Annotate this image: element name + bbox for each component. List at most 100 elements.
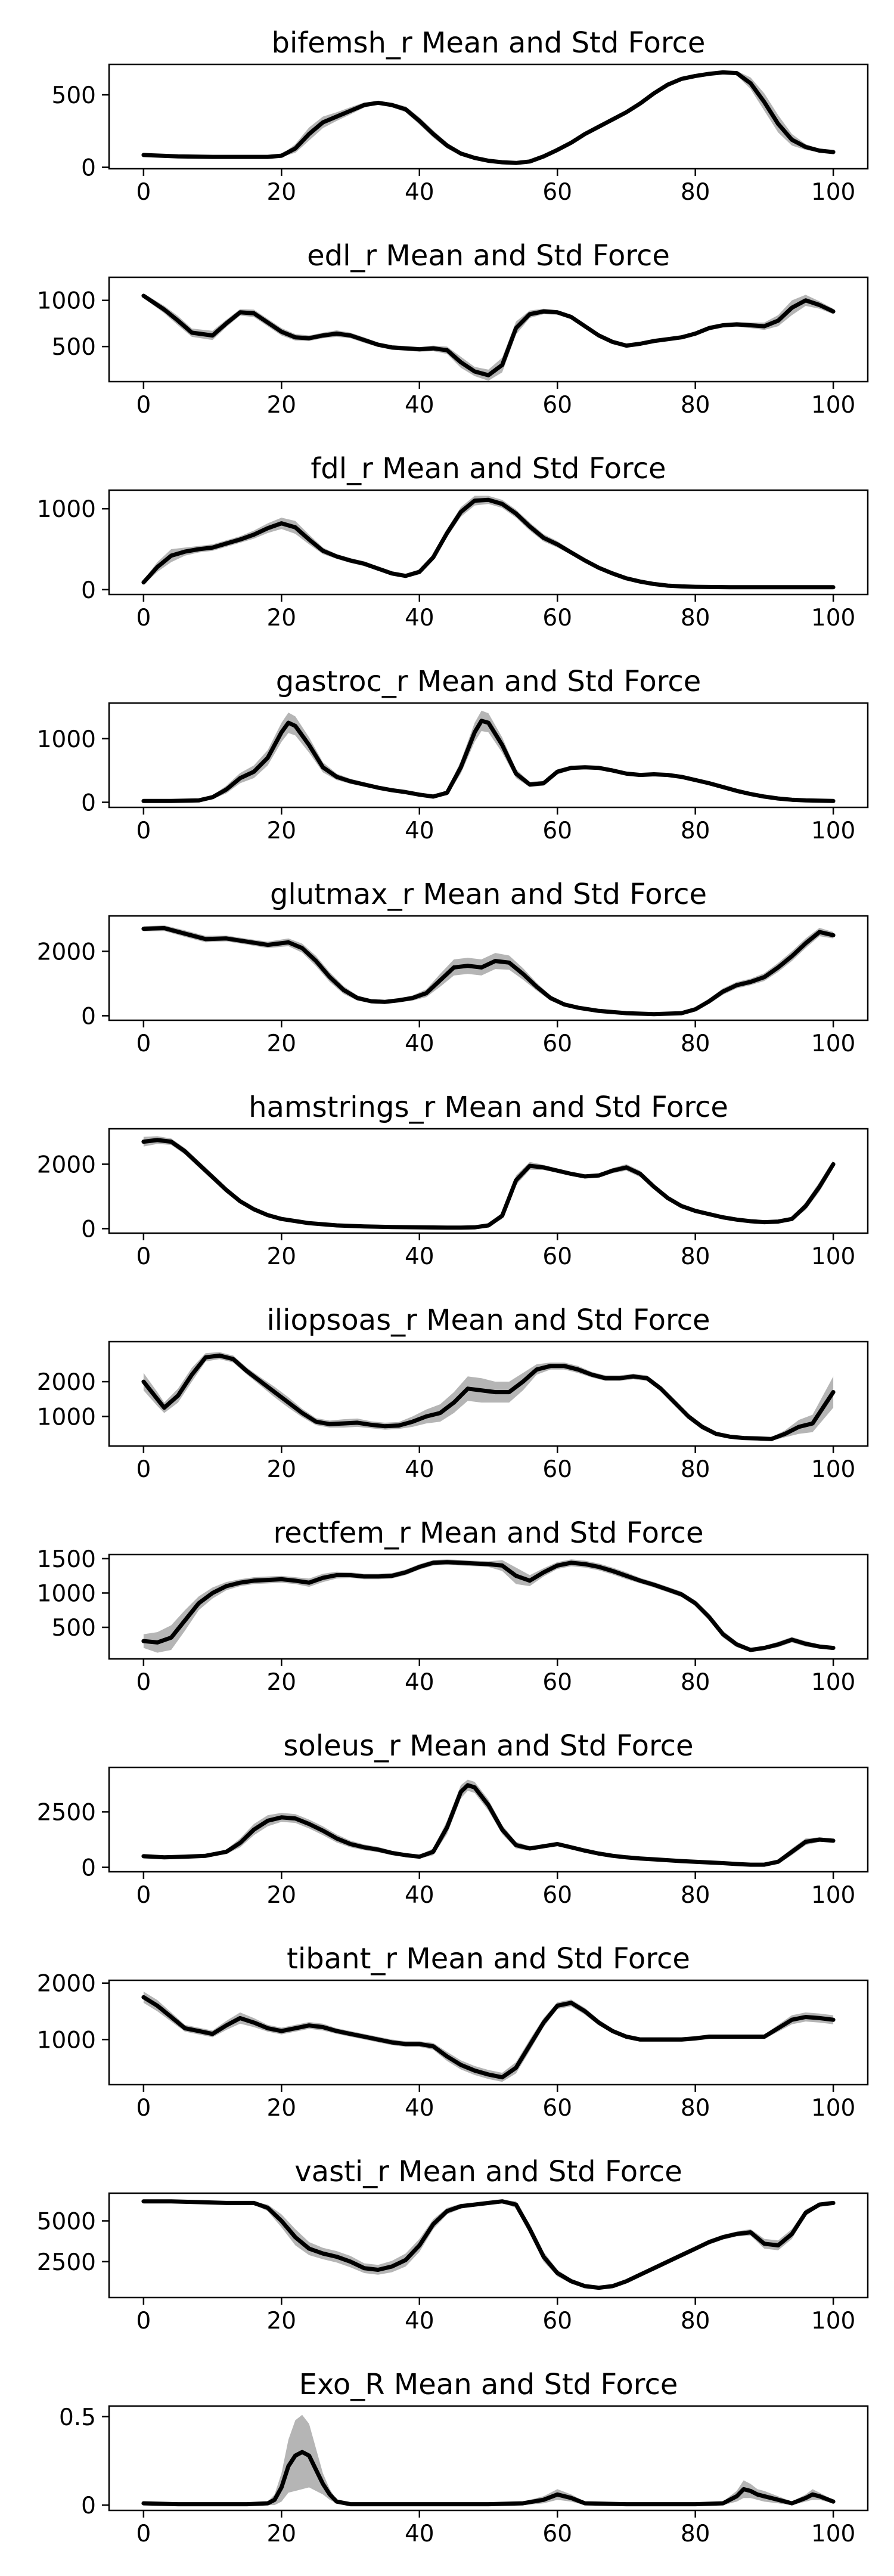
- x-tick-label: 100: [811, 179, 855, 206]
- x-tick-label: 100: [811, 605, 855, 631]
- mean-line: [141, 1783, 836, 1867]
- axes-frame: [108, 915, 869, 1021]
- x-tick-label: 40: [405, 179, 434, 206]
- x-tick-label: 80: [681, 2521, 710, 2547]
- x-tick-label: 40: [405, 1669, 434, 1696]
- x-tick-label: 20: [266, 1243, 296, 1270]
- x-tick-label: 20: [266, 818, 296, 844]
- x-tick-label: 20: [266, 392, 296, 419]
- subplot-title: bifemsh_r Mean and Std Force: [272, 26, 706, 60]
- subplot-2: edl_r Mean and Std Force 0 20 40 60 80 100 500 1…: [37, 239, 869, 419]
- axes-frame: [108, 63, 869, 170]
- x-tick-label: 60: [542, 2095, 572, 2122]
- x-tick-label: 100: [811, 2521, 855, 2547]
- subplot-4: gastroc_r Mean and Std Force 0 20 40 60 80 100…: [37, 665, 869, 844]
- mean-line: [141, 719, 836, 803]
- x-tick-label: 80: [681, 392, 710, 419]
- subplot-title: hamstrings_r Mean and Std Force: [249, 1091, 728, 1124]
- axes-frame: [108, 702, 869, 809]
- subplot-10: tibant_r Mean and Std Force 0 20 40 60 80 100 1…: [37, 1942, 869, 2122]
- y-tick-label: 2500: [37, 2249, 96, 2276]
- subplot-5: glutmax_r Mean and Std Force 0 20 40 60 80 100…: [37, 878, 869, 1057]
- x-tick-label: 40: [405, 818, 434, 844]
- x-tick-label: 0: [136, 2095, 151, 2122]
- mean-line: [141, 1995, 836, 2080]
- y-tick-label: 1000: [37, 496, 96, 523]
- subplot-title: fdl_r Mean and Std Force: [311, 452, 666, 485]
- x-tick-label: 60: [542, 1030, 572, 1057]
- y-tick-label: 1000: [37, 726, 96, 753]
- y-tick-label: 2000: [37, 1151, 96, 1178]
- mean-line: [141, 1138, 836, 1230]
- y-tick-label: 1000: [37, 1404, 96, 1431]
- x-tick-label: 60: [542, 1882, 572, 1909]
- x-tick-label: 40: [405, 1243, 434, 1270]
- x-tick-label: 20: [266, 1030, 296, 1057]
- x-tick-label: 20: [266, 605, 296, 631]
- mean-line: [141, 1560, 836, 1652]
- y-tick-label: 2500: [37, 1799, 96, 1826]
- mean-line: [141, 293, 836, 377]
- x-tick-label: 60: [542, 2308, 572, 2334]
- x-tick-label: 0: [136, 1030, 151, 1057]
- y-tick-label: 5000: [37, 2208, 96, 2235]
- x-tick-label: 0: [136, 1456, 151, 1483]
- subplot-title: tibant_r Mean and Std Force: [287, 1942, 690, 1976]
- std-band: [143, 1352, 834, 1441]
- x-tick-label: 100: [811, 2095, 855, 2122]
- x-tick-label: 80: [681, 1669, 710, 1696]
- x-tick-label: 40: [405, 1030, 434, 1057]
- x-tick-label: 60: [542, 1243, 572, 1270]
- mean-line: [141, 70, 836, 165]
- subplot-title: gastroc_r Mean and Std Force: [276, 665, 701, 698]
- subplot-grid: bifemsh_r Mean and Std Force 0 20 40 60 80 100…: [37, 26, 869, 2547]
- x-tick-label: 40: [405, 1882, 434, 1909]
- x-tick-label: 0: [136, 1882, 151, 1909]
- x-tick-label: 80: [681, 2308, 710, 2334]
- x-tick-label: 100: [811, 392, 855, 419]
- subplot-title: iliopsoas_r Mean and Std Force: [266, 1304, 710, 1337]
- y-tick-label: 500: [52, 1615, 96, 1642]
- x-tick-label: 80: [681, 1882, 710, 1909]
- x-tick-label: 80: [681, 818, 710, 844]
- x-tick-label: 60: [542, 818, 572, 844]
- x-tick-label: 80: [681, 179, 710, 206]
- x-tick-label: 20: [266, 1669, 296, 1696]
- x-tick-label: 100: [811, 1882, 855, 1909]
- x-tick-label: 0: [136, 1669, 151, 1696]
- axes-frame: [108, 1340, 869, 1447]
- x-tick-label: 80: [681, 1243, 710, 1270]
- x-tick-label: 100: [811, 1243, 855, 1270]
- x-tick-label: 20: [266, 1882, 296, 1909]
- x-tick-label: 100: [811, 1669, 855, 1696]
- mean-line: [141, 926, 836, 1017]
- std-band: [143, 710, 834, 801]
- subplot-title: glutmax_r Mean and Std Force: [270, 878, 707, 911]
- y-tick-label: 1000: [37, 2027, 96, 2054]
- x-tick-label: 40: [405, 2521, 434, 2547]
- axes-frame: [108, 2192, 869, 2299]
- x-tick-label: 60: [542, 1669, 572, 1696]
- x-tick-label: 0: [136, 2308, 151, 2334]
- y-tick-label: 2000: [37, 939, 96, 965]
- x-tick-label: 60: [542, 179, 572, 206]
- mean-line: [141, 2450, 836, 2507]
- x-tick-label: 20: [266, 1456, 296, 1483]
- axes-frame: [108, 1128, 869, 1234]
- subplot-8: rectfem_r Mean and Std Force 0 20 40 60 80 100…: [37, 1516, 869, 1696]
- subplot-9: soleus_r Mean and Std Force 0 20 40 60 80 100 0…: [37, 1729, 869, 1909]
- subplot-title: vasti_r Mean and Std Force: [294, 2155, 682, 2188]
- y-tick-label: 1000: [37, 1580, 96, 1607]
- y-tick-label: 0.5: [59, 2404, 96, 2431]
- y-tick-label: 0: [81, 577, 96, 604]
- x-tick-label: 0: [136, 605, 151, 631]
- std-band: [143, 2414, 834, 2506]
- x-tick-label: 80: [681, 1030, 710, 1057]
- y-tick-label: 2000: [37, 1971, 96, 1998]
- x-tick-label: 80: [681, 1456, 710, 1483]
- std-band: [143, 925, 834, 1015]
- x-tick-label: 20: [266, 2095, 296, 2122]
